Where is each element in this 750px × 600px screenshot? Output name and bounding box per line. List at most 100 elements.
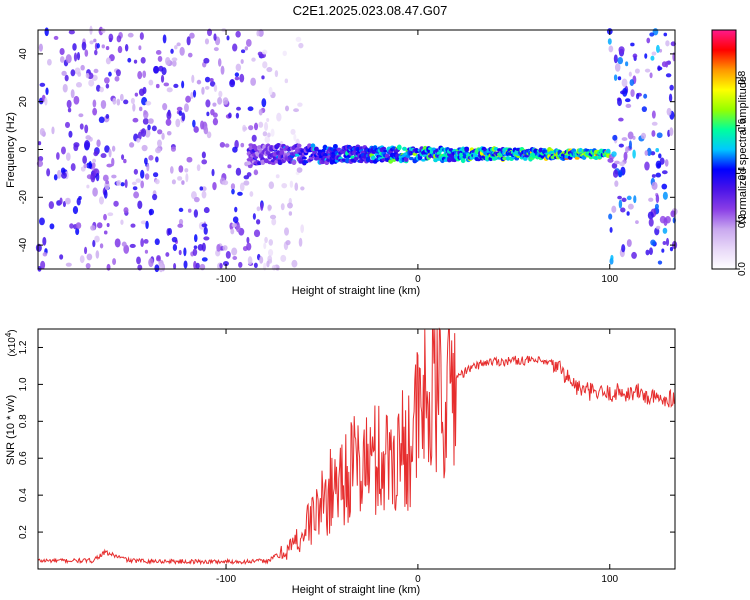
spectrogram-cell xyxy=(140,128,147,137)
spectrogram-cell xyxy=(105,113,110,119)
spectrogram-cell xyxy=(655,147,660,153)
spectrogram-cell xyxy=(161,132,165,140)
spectrogram-cell xyxy=(381,146,387,151)
spectrogram-cell xyxy=(140,220,147,225)
spectrogram-cell xyxy=(155,147,162,154)
snr-y-scale-prefix: (x10 xyxy=(7,337,18,357)
spectrogram-cell xyxy=(228,112,232,119)
spectrogram-cell xyxy=(67,107,72,113)
spectrogram-cell xyxy=(102,174,109,182)
spectrogram-cell xyxy=(201,186,207,192)
spectrogram-cell xyxy=(332,144,338,149)
spectrogram-cell xyxy=(101,28,106,34)
spectrogram-cell xyxy=(106,163,113,168)
spectrogram-cell xyxy=(192,248,198,256)
spectrogram-cell xyxy=(94,235,100,243)
spectrogram-cell xyxy=(154,178,160,185)
spectrogram-cell xyxy=(184,103,189,113)
spectrogram-cell xyxy=(224,143,230,148)
spectrogram-cell xyxy=(618,143,624,148)
spectrogram-cell xyxy=(258,29,264,37)
spectrogram-cell xyxy=(111,145,116,152)
spectrogram-cell xyxy=(229,79,236,88)
spectrogram-cell xyxy=(76,52,81,61)
snr-y-scale-suffix: ) xyxy=(7,329,18,332)
spectrogram-cell xyxy=(290,128,296,135)
spectrogram-cell xyxy=(148,208,155,216)
spectrogram-cell xyxy=(163,82,170,87)
spectrogram-cell xyxy=(612,169,619,178)
spectrogram-cell xyxy=(66,99,72,109)
spectrogram-cell xyxy=(617,195,622,200)
spectrogram-cell xyxy=(402,146,407,151)
spectrogram-cell xyxy=(48,201,55,209)
spectrogram-cell xyxy=(62,83,68,93)
spectrogram-cell xyxy=(289,180,294,188)
spectrogram-cell xyxy=(656,225,661,230)
spectrogram-cell xyxy=(161,67,167,76)
spectrogram-cell xyxy=(175,118,181,128)
spectrogram-cell xyxy=(38,43,43,52)
spectrogram-cell xyxy=(68,130,73,138)
spectrogram-cell xyxy=(201,159,208,165)
spectrogram-cell xyxy=(203,57,210,64)
spectrogram-cell xyxy=(98,196,104,205)
spectrogram-cell xyxy=(253,169,259,176)
spectrogram-cell xyxy=(251,134,257,142)
spectrogram-cell xyxy=(220,65,225,75)
spectrogram-cell xyxy=(85,72,90,79)
spectrogram-cell xyxy=(240,142,245,148)
spectrogram-cell xyxy=(291,159,297,166)
spectrogram-cell xyxy=(178,110,183,116)
snr-y-scale-label: (x104) xyxy=(4,329,18,356)
snr-x-ticks: -100 0 100 xyxy=(216,329,619,585)
spectrogram-cell xyxy=(249,191,254,197)
spectrogram-cell xyxy=(654,203,659,210)
spectrogram-cell xyxy=(247,164,253,169)
snr-panel: -100 0 100 0.2 0.4 0.6 0.8 1.0 1.2 Height of st… xyxy=(4,327,676,596)
spectrogram-cell xyxy=(103,213,107,221)
spectrogram-cell xyxy=(617,170,623,178)
snr-y-tick-label: 0.2 xyxy=(18,525,29,539)
spectrogram-cell xyxy=(84,246,88,255)
spectrogram-cell xyxy=(84,140,91,150)
spectrogram-cell xyxy=(252,213,256,220)
spectrogram-cell xyxy=(610,254,614,261)
spectrogram-cell xyxy=(460,157,466,164)
spectrogram-cell xyxy=(231,188,235,195)
spectrogram-cell xyxy=(181,112,186,122)
spectrogram-cell xyxy=(648,197,654,202)
spectrogram-cell xyxy=(313,146,319,152)
spectrogram-cell xyxy=(627,131,634,140)
spectrogram-cell xyxy=(190,92,194,100)
spectrogram-cell xyxy=(607,38,612,45)
spectrogram-cell xyxy=(78,113,84,118)
spectrogram-cell xyxy=(174,45,178,50)
spectrogram-cell xyxy=(196,164,201,172)
colorbar-label: Normalized spectral amplitude xyxy=(737,76,749,224)
spectrogram-cell xyxy=(127,32,134,38)
spectrogram-cell xyxy=(650,151,656,156)
spectrogram-cell xyxy=(646,147,652,157)
spectrogram-cell xyxy=(179,46,185,56)
spectrogram-cell xyxy=(56,152,60,160)
spectrogram-cell xyxy=(625,61,629,67)
spectrogram-cell xyxy=(294,182,299,191)
spectrogram-cell xyxy=(111,157,115,167)
spectrogram-cell xyxy=(574,156,580,160)
spectrogram-cell xyxy=(662,227,668,234)
spectrogram-cell xyxy=(287,202,293,209)
spectrogram-cell xyxy=(59,254,64,260)
spectrogram-cell xyxy=(203,207,210,214)
spectrogram-cell xyxy=(268,239,274,246)
spectrogram-cell xyxy=(630,42,635,47)
spectrogram-cell xyxy=(173,263,177,270)
spectrogram-cell xyxy=(123,99,129,105)
spectrogram-cell xyxy=(205,99,211,108)
spectrogram-cell xyxy=(181,80,185,89)
spectrogram-cell xyxy=(178,207,184,212)
spectrogram-cell xyxy=(70,69,76,77)
spectrogram-cell xyxy=(235,112,240,119)
spectrogram-cell xyxy=(59,48,65,56)
spectrogram-cell xyxy=(217,96,223,105)
